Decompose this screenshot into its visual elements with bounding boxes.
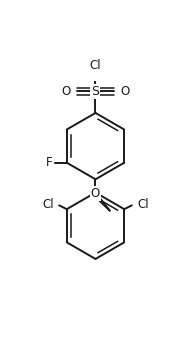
Text: F: F [45, 156, 52, 169]
Text: O: O [91, 187, 100, 200]
Text: O: O [120, 85, 129, 98]
Text: S: S [91, 85, 100, 98]
Text: O: O [62, 85, 71, 98]
Text: Cl: Cl [90, 59, 101, 72]
Text: Cl: Cl [137, 198, 149, 211]
Text: Cl: Cl [42, 198, 54, 211]
